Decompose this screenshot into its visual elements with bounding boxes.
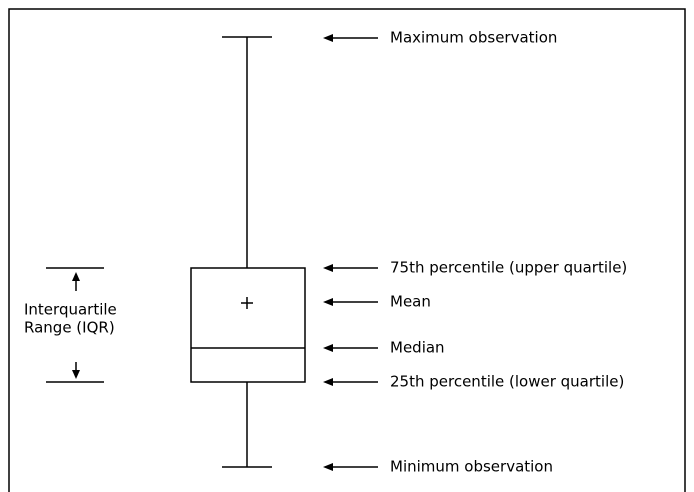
iqr-arrowhead	[72, 370, 80, 379]
label: Median	[390, 339, 445, 357]
annotation: 75th percentile (upper quartile)	[323, 259, 627, 277]
label: Minimum observation	[390, 458, 553, 476]
annotation: Median	[323, 339, 445, 357]
box	[190, 267, 306, 383]
frame	[8, 8, 686, 492]
annotation: Maximum observation	[323, 29, 557, 47]
annotation: Mean	[323, 293, 431, 311]
label: 25th percentile (lower quartile)	[390, 373, 624, 391]
iqr-label: Range (IQR)	[24, 319, 115, 337]
iqr-label: Interquartile	[24, 301, 117, 319]
pointer-head	[323, 34, 333, 42]
annotation: Minimum observation	[323, 458, 553, 476]
pointer-head	[323, 378, 333, 386]
label: 75th percentile (upper quartile)	[390, 259, 627, 277]
pointer-head	[323, 298, 333, 306]
pointer-head	[323, 463, 333, 471]
iqr-arrowhead	[72, 272, 80, 281]
label: Mean	[390, 293, 431, 311]
pointer-head	[323, 344, 333, 352]
pointer-head	[323, 264, 333, 272]
annotation: 25th percentile (lower quartile)	[323, 373, 624, 391]
label: Maximum observation	[390, 29, 557, 47]
